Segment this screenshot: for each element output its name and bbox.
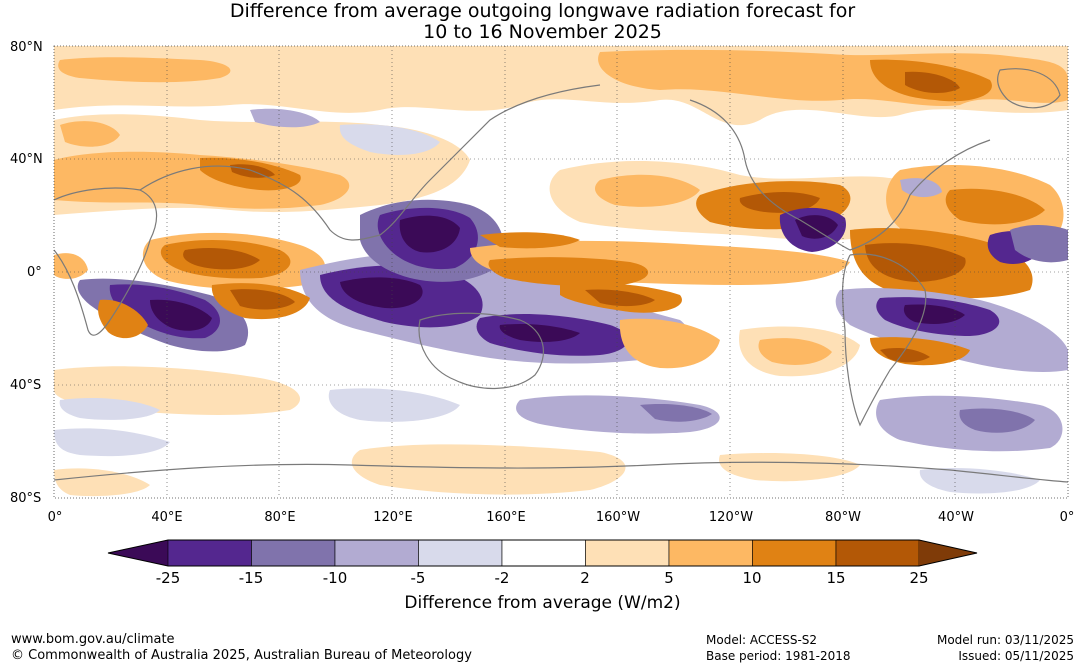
lon-label: 40°E bbox=[151, 510, 183, 525]
coastline-australia bbox=[418, 312, 544, 389]
anomaly-region bbox=[60, 121, 120, 147]
colorbar-swatch bbox=[251, 539, 336, 567]
anomaly-region bbox=[719, 453, 860, 482]
anomaly-field bbox=[54, 46, 1068, 497]
anomaly-region bbox=[903, 304, 965, 324]
colorbar-tick-label: -2 bbox=[494, 569, 510, 587]
colorbar-tick-label: 2 bbox=[580, 569, 590, 587]
colorbar-tick-label: 10 bbox=[742, 569, 762, 587]
colorbar-tick-label: -15 bbox=[238, 569, 264, 587]
map-title-line2: 10 to 16 November 2025 bbox=[423, 21, 662, 43]
anomaly-region bbox=[54, 428, 170, 457]
footer-model-run: Model run: 03/11/2025 bbox=[936, 633, 1074, 647]
anomaly-region bbox=[959, 408, 1035, 433]
colorbar bbox=[107, 539, 978, 567]
colorbar-tick-label: 5 bbox=[664, 569, 674, 587]
anomaly-region bbox=[58, 57, 231, 83]
lon-label: 40°W bbox=[938, 510, 974, 525]
colorbar-tick-label: 25 bbox=[909, 569, 929, 587]
anomaly-region bbox=[250, 108, 320, 128]
anomaly-region bbox=[619, 318, 720, 369]
footer-issued: Issued: 05/11/2025 bbox=[958, 649, 1074, 663]
anomaly-region bbox=[905, 71, 960, 94]
anomaly-region bbox=[340, 277, 423, 309]
anomaly-region bbox=[150, 299, 212, 331]
anomaly-region bbox=[399, 215, 460, 253]
lon-label: 80°E bbox=[264, 510, 296, 525]
footer-copyright: © Commonwealth of Australia 2025, Austra… bbox=[11, 648, 472, 663]
footer-base-period: Base period: 1981-2018 bbox=[706, 649, 851, 663]
lon-label: 0° bbox=[47, 510, 63, 525]
anomaly-region bbox=[739, 192, 820, 213]
coastline-north-america bbox=[689, 99, 991, 251]
colorbar-tick-label: -25 bbox=[155, 569, 181, 587]
colorbar-title: Difference from average (W/m2) bbox=[404, 593, 681, 613]
colorbar-tick-label: 15 bbox=[826, 569, 846, 587]
coastline-africa bbox=[54, 187, 158, 336]
lat-label: 80°S bbox=[10, 491, 42, 506]
anomaly-region bbox=[595, 174, 700, 207]
anomaly-region bbox=[183, 248, 260, 270]
graticule bbox=[54, 46, 1068, 498]
colorbar-swatch bbox=[752, 539, 837, 567]
colorbar-swatch bbox=[167, 539, 252, 567]
colorbar-swatch bbox=[585, 539, 670, 567]
anomaly-region bbox=[585, 289, 655, 307]
footer-model: Model: ACCESS-S2 bbox=[706, 633, 818, 647]
anomaly-region bbox=[640, 404, 712, 422]
colorbar-swatch bbox=[334, 539, 419, 567]
anomaly-region bbox=[1010, 225, 1068, 263]
lon-label: 80°W bbox=[825, 510, 861, 525]
lon-label: 160°E bbox=[486, 510, 526, 525]
lon-label: 160°W bbox=[595, 510, 641, 525]
anomaly-region bbox=[758, 338, 832, 365]
colorbar-swatch bbox=[501, 539, 586, 567]
anomaly-region bbox=[945, 188, 1045, 225]
anomaly-region bbox=[328, 388, 460, 422]
anomaly-region bbox=[900, 178, 942, 198]
lon-label: 0° bbox=[1059, 510, 1075, 525]
colorbar-swatch bbox=[108, 540, 168, 566]
lat-label: 0° bbox=[27, 265, 42, 280]
colorbar-outline bbox=[107, 539, 978, 567]
lat-label: 40°S bbox=[10, 378, 42, 393]
anomaly-region bbox=[351, 444, 626, 495]
lon-label: 120°W bbox=[708, 510, 754, 525]
coastline-greenland bbox=[997, 68, 1061, 109]
map-title-line1: Difference from average outgoing longwav… bbox=[229, 0, 856, 22]
lon-label: 120°E bbox=[373, 510, 413, 525]
anomaly-region bbox=[54, 253, 88, 279]
anomaly-region bbox=[480, 232, 580, 249]
colorbar-swatch bbox=[418, 539, 503, 567]
anomaly-region bbox=[488, 257, 649, 287]
colorbar-swatch bbox=[668, 539, 753, 567]
colorbar-swatch bbox=[835, 539, 920, 567]
anomaly-region bbox=[499, 323, 580, 342]
anomaly-region bbox=[59, 398, 160, 420]
anomaly-region bbox=[795, 215, 838, 239]
anomaly-region bbox=[339, 124, 440, 155]
anomaly-region bbox=[54, 151, 350, 209]
coastline-antarctica bbox=[54, 461, 1068, 483]
anomaly-region bbox=[919, 468, 1040, 494]
map-frame bbox=[53, 45, 1069, 499]
coastline-eurasia bbox=[139, 84, 601, 241]
colorbar-tick-label: -5 bbox=[410, 569, 426, 587]
anomaly-region bbox=[54, 468, 150, 497]
colorbar-tick-label: -10 bbox=[322, 569, 348, 587]
coastline-south-america bbox=[841, 253, 927, 427]
lat-label: 40°N bbox=[10, 152, 43, 167]
colorbar-swatch bbox=[919, 540, 977, 566]
coastlines bbox=[54, 68, 1068, 483]
lat-label: 80°N bbox=[10, 40, 43, 55]
anomaly-region bbox=[880, 347, 930, 363]
footer-website: www.bom.gov.au/climate bbox=[11, 632, 175, 647]
anomaly-region bbox=[98, 299, 148, 339]
